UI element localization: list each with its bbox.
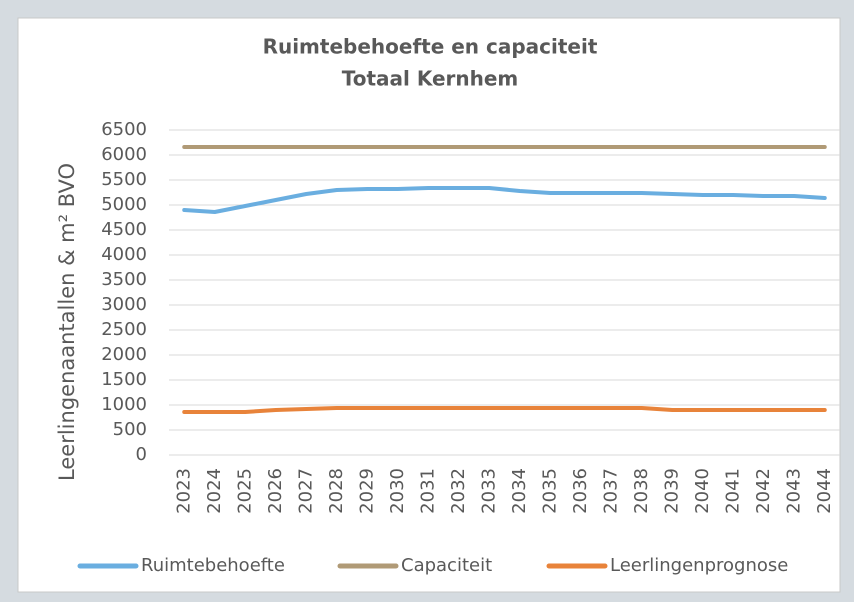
x-tick-label: 2028 bbox=[326, 468, 347, 514]
x-tick-label: 2024 bbox=[204, 468, 225, 514]
x-tick-label: 2029 bbox=[356, 468, 377, 514]
y-tick-label: 500 bbox=[113, 419, 147, 440]
x-tick-label: 2038 bbox=[631, 468, 652, 514]
x-tick-label: 2035 bbox=[539, 468, 560, 514]
legend-label: Leerlingenprognose bbox=[610, 555, 788, 576]
y-tick-label: 5500 bbox=[101, 169, 147, 190]
x-tick-label: 2043 bbox=[783, 468, 804, 514]
legend-label: Ruimtebehoefte bbox=[141, 555, 285, 576]
y-tick-label: 4500 bbox=[101, 219, 147, 240]
y-tick-label: 1500 bbox=[101, 369, 147, 390]
x-tick-label: 2040 bbox=[692, 468, 713, 514]
y-tick-label: 5000 bbox=[101, 194, 147, 215]
y-tick-label: 6000 bbox=[101, 144, 147, 165]
y-tick-label: 1000 bbox=[101, 394, 147, 415]
x-tick-label: 2031 bbox=[417, 468, 438, 514]
y-tick-label: 2500 bbox=[101, 319, 147, 340]
series-line bbox=[182, 186, 827, 214]
x-tick-label: 2023 bbox=[173, 468, 194, 514]
y-axis-label: Leerlingenaantallen & m² BVO bbox=[55, 163, 79, 481]
y-tick-label: 3000 bbox=[101, 294, 147, 315]
y-tick-label: 6500 bbox=[101, 119, 147, 140]
x-tick-label: 2036 bbox=[570, 468, 591, 514]
legend-label: Capaciteit bbox=[401, 555, 492, 576]
x-tick-label: 2025 bbox=[234, 468, 255, 514]
series-line bbox=[182, 406, 827, 414]
x-tick-label: 2042 bbox=[753, 468, 774, 514]
x-tick-label: 2037 bbox=[600, 468, 621, 514]
x-tick-label: 2032 bbox=[448, 468, 469, 514]
x-tick-label: 2030 bbox=[387, 468, 408, 514]
y-tick-label: 4000 bbox=[101, 244, 147, 265]
x-tick-label: 2044 bbox=[814, 468, 835, 514]
x-tick-label: 2026 bbox=[265, 468, 286, 514]
x-tick-label: 2041 bbox=[722, 468, 743, 514]
chart-title: Ruimtebehoefte en capaciteit bbox=[263, 35, 598, 59]
chart-subtitle: Totaal Kernhem bbox=[342, 67, 519, 91]
x-tick-label: 2033 bbox=[478, 468, 499, 514]
x-tick-label: 2039 bbox=[661, 468, 682, 514]
y-tick-label: 2000 bbox=[101, 344, 147, 365]
x-tick-label: 2027 bbox=[295, 468, 316, 514]
x-tick-label: 2034 bbox=[509, 468, 530, 514]
y-tick-label: 3500 bbox=[101, 269, 147, 290]
y-tick-label: 0 bbox=[136, 444, 147, 465]
